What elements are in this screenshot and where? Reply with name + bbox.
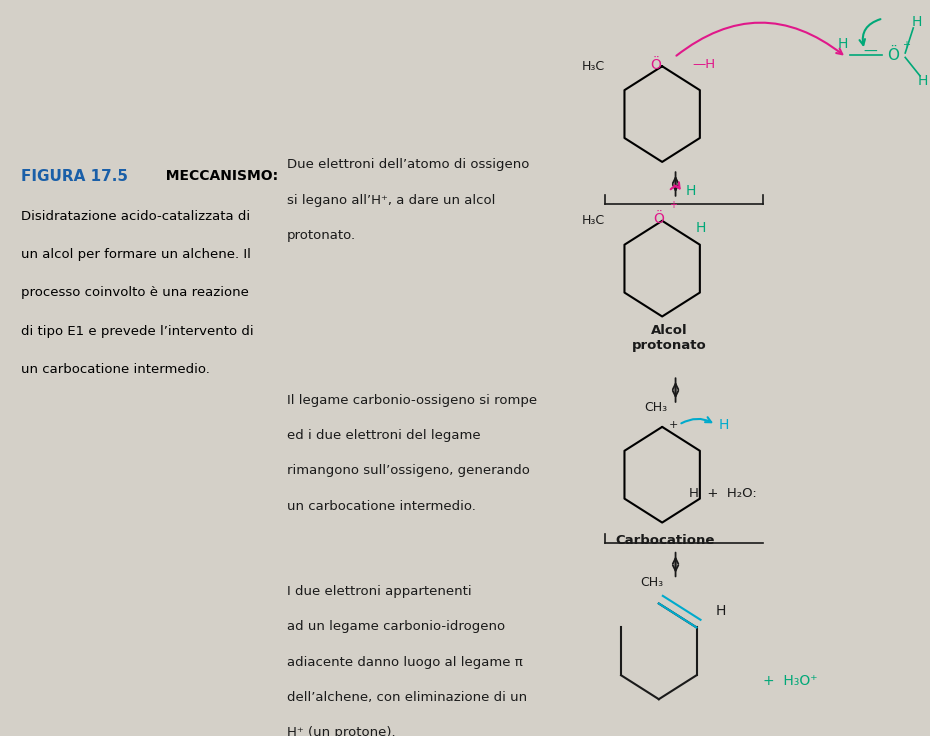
Text: Ö: Ö [654, 212, 664, 227]
Text: Due elettroni dell’atomo di ossigeno: Due elettroni dell’atomo di ossigeno [287, 158, 529, 171]
Text: un carbocatione intermedio.: un carbocatione intermedio. [287, 500, 476, 513]
Text: CH₃: CH₃ [644, 401, 667, 414]
Text: —H: —H [692, 58, 715, 71]
Text: si legano all’H⁺, a dare un alcol: si legano all’H⁺, a dare un alcol [287, 194, 496, 207]
Text: Il legame carbonio-ossigeno si rompe: Il legame carbonio-ossigeno si rompe [287, 394, 538, 407]
Text: dell’alchene, con eliminazione di un: dell’alchene, con eliminazione di un [287, 691, 527, 704]
Text: I due elettroni appartenenti: I due elettroni appartenenti [287, 585, 472, 598]
Text: H₃C: H₃C [582, 60, 605, 73]
Text: di tipo E1 e prevede l’intervento di: di tipo E1 e prevede l’intervento di [20, 325, 254, 338]
Text: H₃C: H₃C [582, 214, 605, 227]
Text: CH₃: CH₃ [641, 576, 664, 589]
Text: processo coinvolto è una reazione: processo coinvolto è una reazione [20, 286, 248, 300]
Text: FIGURA 17.5: FIGURA 17.5 [20, 169, 127, 184]
Text: Ö: Ö [650, 57, 661, 72]
Text: H: H [685, 184, 696, 199]
Text: H: H [719, 417, 729, 432]
Text: ed i due elettroni del legame: ed i due elettroni del legame [287, 429, 481, 442]
Text: +: + [902, 40, 910, 50]
Text: rimangono sull’ossigeno, generando: rimangono sull’ossigeno, generando [287, 464, 530, 478]
Text: protonato: protonato [631, 339, 706, 352]
Text: +: + [669, 420, 678, 431]
Text: H: H [716, 604, 726, 618]
Text: ad un legame carbonio-idrogeno: ad un legame carbonio-idrogeno [287, 620, 505, 634]
Text: Disidratazione acido-catalizzata di: Disidratazione acido-catalizzata di [20, 210, 250, 223]
Text: protonato.: protonato. [287, 229, 356, 242]
Text: H: H [911, 15, 922, 29]
Text: —: — [863, 44, 877, 59]
Text: adiacente danno luogo al legame π: adiacente danno luogo al legame π [287, 656, 523, 669]
Text: +  H₃O⁺: + H₃O⁺ [763, 673, 817, 688]
Text: H: H [918, 74, 928, 88]
Text: un carbocatione intermedio.: un carbocatione intermedio. [20, 363, 209, 376]
Text: H: H [838, 37, 848, 52]
Text: H: H [696, 221, 706, 236]
Text: Ö: Ö [887, 48, 899, 63]
Text: MECCANISMO:: MECCANISMO: [156, 169, 278, 183]
Text: +: + [669, 199, 677, 210]
Text: H⁺ (un protone).: H⁺ (un protone). [287, 726, 396, 736]
Text: un alcol per formare un alchene. Il: un alcol per formare un alchene. Il [20, 248, 251, 261]
Text: Alcol: Alcol [651, 324, 687, 337]
Text: Carbocatione: Carbocatione [616, 534, 714, 547]
Text: H  +  H₂O:: H + H₂O: [689, 486, 757, 500]
